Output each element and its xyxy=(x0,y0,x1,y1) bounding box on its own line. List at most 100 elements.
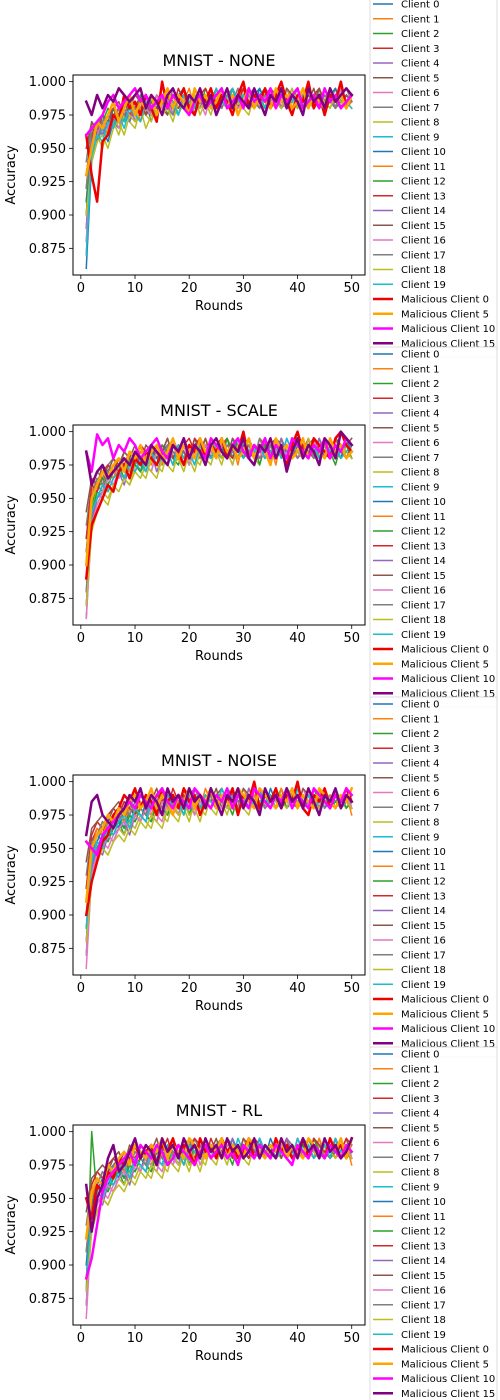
legend-label: Client 7 xyxy=(401,453,440,464)
legend-label: Client 9 xyxy=(401,832,440,843)
legend-label: Malicious Client 0 xyxy=(401,1345,489,1356)
x-tick-label: 0 xyxy=(77,1331,85,1346)
legend-label: Client 13 xyxy=(401,1241,446,1252)
y-tick-label: 0.975 xyxy=(29,109,66,124)
legend-label: Client 0 xyxy=(401,0,440,11)
series-group xyxy=(84,80,354,270)
y-tick-label: 0.875 xyxy=(29,242,66,257)
legend-label: Client 5 xyxy=(401,1123,440,1134)
legend-label: Client 17 xyxy=(401,600,446,611)
chart-title: MNIST - RL xyxy=(176,1101,262,1120)
chart-panel: 0 10 20 30 40 50 0.875 0.900 0.925 0.950 0.975 1.00… xyxy=(4,0,498,358)
y-tick-label: 0.900 xyxy=(29,909,66,924)
series-line xyxy=(84,87,354,177)
y-axis-label: Accuracy xyxy=(4,845,19,905)
legend-label: Client 17 xyxy=(401,950,446,961)
series-line xyxy=(84,1136,354,1233)
x-tick-label: 30 xyxy=(235,981,252,996)
legend-label: Client 2 xyxy=(401,29,440,40)
legend-label: Client 19 xyxy=(401,980,446,991)
legend-box xyxy=(369,1046,498,1400)
series-line xyxy=(84,787,354,837)
y-axis-label: Accuracy xyxy=(4,1195,19,1255)
legend-label: Client 8 xyxy=(401,118,440,129)
legend-label: Client 12 xyxy=(401,877,446,888)
legend-label: Client 9 xyxy=(401,132,440,143)
legend-label: Client 5 xyxy=(401,73,440,84)
legend-label: Client 13 xyxy=(401,191,446,202)
legend-label: Client 0 xyxy=(401,350,440,361)
series-line xyxy=(84,87,354,117)
x-axis-label: Rounds xyxy=(195,649,243,664)
legend-label: Client 17 xyxy=(401,1300,446,1311)
legend-label: Client 13 xyxy=(401,891,446,902)
legend-label: Client 14 xyxy=(401,206,446,217)
legend-label: Client 11 xyxy=(401,1212,446,1223)
chart-title: MNIST - SCALE xyxy=(160,401,278,420)
series-line xyxy=(84,787,354,857)
y-tick-label: 0.900 xyxy=(29,1259,66,1274)
legend-label: Client 2 xyxy=(401,729,440,740)
legend-label: Malicious Client 10 xyxy=(401,324,495,335)
x-tick-label: 30 xyxy=(235,631,252,646)
x-tick-label: 20 xyxy=(181,281,198,296)
y-tick-label: 1.000 xyxy=(29,1125,66,1140)
x-tick-label: 0 xyxy=(77,631,85,646)
legend-label: Client 1 xyxy=(401,1064,440,1075)
series-line xyxy=(84,430,354,487)
legend-label: Client 2 xyxy=(401,379,440,390)
x-tick-label: 50 xyxy=(343,981,360,996)
legend-label: Malicious Client 0 xyxy=(401,645,489,656)
series-line xyxy=(84,1143,354,1280)
x-tick-label: 10 xyxy=(127,281,144,296)
y-tick-label: 1.000 xyxy=(29,425,66,440)
series-group xyxy=(84,1130,354,1320)
legend-label: Client 3 xyxy=(401,744,440,755)
legend-label: Client 4 xyxy=(401,759,440,770)
legend-label: Malicious Client 10 xyxy=(401,1024,495,1035)
y-tick-label: 0.925 xyxy=(29,525,66,540)
y-axis-label: Accuracy xyxy=(4,145,19,205)
y-tick-label: 0.950 xyxy=(29,492,66,507)
y-tick-label: 0.950 xyxy=(29,1192,66,1207)
y-tick-label: 0.975 xyxy=(29,809,66,824)
legend-label: Client 15 xyxy=(401,571,446,582)
legend-label: Malicious Client 15 xyxy=(401,689,495,700)
legend-label: Client 6 xyxy=(401,1138,440,1149)
legend-label: Client 11 xyxy=(401,512,446,523)
y-tick-label: 0.875 xyxy=(29,1292,66,1307)
series-line xyxy=(84,433,354,473)
legend-label: Client 7 xyxy=(401,1153,440,1164)
legend-label: Client 18 xyxy=(401,265,446,276)
legend-label: Client 7 xyxy=(401,803,440,814)
y-tick-label: 0.875 xyxy=(29,942,66,957)
legend-label: Client 4 xyxy=(401,409,440,420)
x-tick-label: 30 xyxy=(235,281,252,296)
legend-label: Client 3 xyxy=(401,1094,440,1105)
x-tick-label: 10 xyxy=(127,631,144,646)
legend-label: Client 5 xyxy=(401,773,440,784)
legend-label: Client 9 xyxy=(401,482,440,493)
y-tick-label: 0.875 xyxy=(29,592,66,607)
legend-label: Malicious Client 15 xyxy=(401,339,495,350)
x-tick-label: 30 xyxy=(235,1331,252,1346)
legend-label: Client 8 xyxy=(401,468,440,479)
legend-label: Malicious Client 5 xyxy=(401,309,489,320)
legend-label: Client 4 xyxy=(401,59,440,70)
legend-label: Client 10 xyxy=(401,147,446,158)
y-tick-label: 1.000 xyxy=(29,775,66,790)
legend-label: Client 8 xyxy=(401,1168,440,1179)
legend-label: Client 3 xyxy=(401,394,440,405)
series-line xyxy=(84,80,354,203)
legend-label: Client 14 xyxy=(401,556,446,567)
chart-title: MNIST - NOISE xyxy=(161,751,277,770)
series-group xyxy=(84,780,354,970)
legend-label: Client 12 xyxy=(401,177,446,188)
x-tick-label: 20 xyxy=(181,631,198,646)
legend: Client 0 Client 1 Client 2 Client 3 Client 4… xyxy=(369,346,498,708)
legend-label: Client 5 xyxy=(401,423,440,434)
x-tick-label: 40 xyxy=(289,981,306,996)
legend-label: Client 17 xyxy=(401,250,446,261)
legend-label: Client 13 xyxy=(401,541,446,552)
